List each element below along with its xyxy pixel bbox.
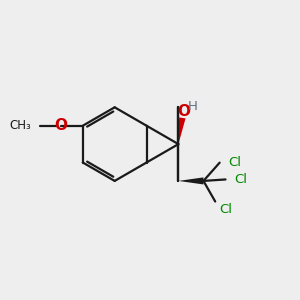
Text: O: O — [177, 104, 190, 119]
Text: Cl: Cl — [220, 203, 232, 216]
Polygon shape — [178, 117, 185, 144]
Text: Cl: Cl — [234, 173, 248, 186]
Text: O: O — [54, 118, 67, 133]
Text: Cl: Cl — [229, 156, 242, 169]
Polygon shape — [178, 177, 203, 184]
Text: H: H — [188, 100, 198, 113]
Text: CH₃: CH₃ — [10, 119, 31, 132]
